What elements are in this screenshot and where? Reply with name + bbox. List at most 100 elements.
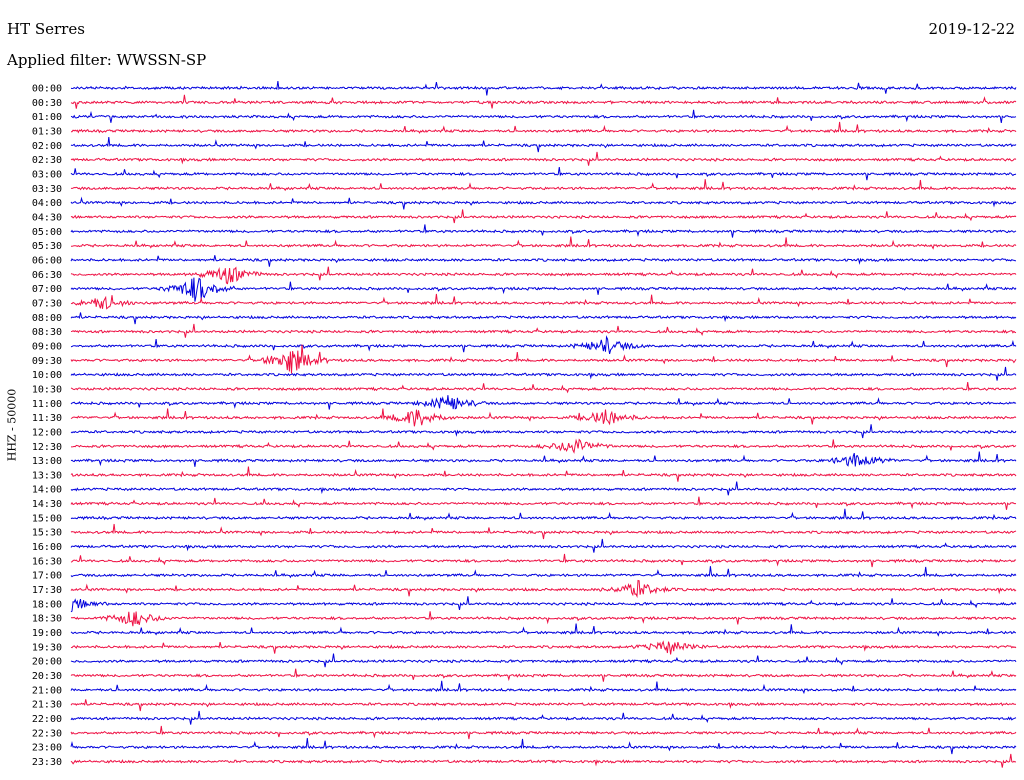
trace-0230: [70, 151, 1017, 166]
row-label-0000: 00:00: [32, 84, 62, 95]
row-label-1300: 13:00: [32, 456, 62, 467]
row-label-2200: 22:00: [32, 714, 62, 725]
row-label-0030: 00:30: [32, 98, 62, 109]
row-label-0600: 06:00: [32, 255, 62, 266]
trace-1800: [70, 596, 1017, 613]
row-label-1730: 17:30: [32, 585, 62, 596]
trace-0300: [70, 167, 1017, 181]
row-label-1000: 10:00: [32, 370, 62, 381]
row-label-1830: 18:30: [32, 614, 62, 625]
trace-1230: [71, 438, 1017, 454]
trace-2330: [70, 753, 1017, 768]
row-label-0400: 04:00: [32, 198, 62, 209]
trace-1330: [70, 466, 1017, 482]
trace-1500: [70, 508, 1017, 521]
trace-0830: [70, 323, 1017, 338]
trace-0330: [70, 179, 1017, 192]
row-label-0630: 06:30: [32, 270, 62, 281]
trace-0430: [70, 209, 1017, 224]
row-label-1930: 19:30: [32, 642, 62, 653]
trace-1530: [70, 523, 1017, 540]
row-label-0330: 03:30: [32, 184, 62, 195]
trace-0030: [70, 94, 1017, 109]
trace-0530: [71, 236, 1017, 250]
row-label-2230: 22:30: [32, 728, 62, 739]
row-label-0500: 05:00: [32, 227, 62, 238]
trace-0800: [70, 312, 1017, 325]
trace-0500: [70, 224, 1017, 238]
trace-1630: [70, 553, 1017, 568]
row-label-1500: 15:00: [32, 513, 62, 524]
row-label-0730: 07:30: [32, 298, 62, 309]
row-label-0230: 02:30: [32, 155, 62, 166]
trace-0100: [70, 109, 1017, 123]
row-label-2100: 21:00: [32, 685, 62, 696]
trace-0900: [70, 335, 1017, 355]
trace-1200: [70, 424, 1017, 439]
row-label-1530: 15:30: [32, 528, 62, 539]
row-label-1900: 19:00: [32, 628, 62, 639]
row-label-0200: 02:00: [32, 141, 62, 152]
trace-0700: [70, 277, 1017, 302]
row-label-1400: 14:00: [32, 485, 62, 496]
row-label-0930: 09:30: [32, 356, 62, 367]
trace-1930: [70, 640, 1017, 655]
trace-2300: [70, 738, 1017, 755]
row-label-1230: 12:30: [32, 442, 62, 453]
trace-0930: [70, 344, 1017, 374]
trace-2200: [70, 710, 1017, 725]
trace-0730: [70, 293, 1017, 310]
row-label-1100: 11:00: [32, 399, 62, 410]
row-label-0830: 08:30: [32, 327, 62, 338]
trace-0630: [70, 266, 1017, 285]
row-label-1030: 10:30: [32, 384, 62, 395]
trace-1900: [70, 623, 1017, 637]
row-label-1130: 11:30: [32, 413, 62, 424]
row-label-2030: 20:30: [32, 671, 62, 682]
trace-1030: [70, 382, 1017, 394]
row-label-1330: 13:30: [32, 470, 62, 481]
trace-0130: [71, 121, 1017, 134]
trace-1830: [70, 611, 1017, 627]
row-label-0700: 07:00: [32, 284, 62, 295]
trace-1000: [70, 366, 1017, 381]
row-label-2300: 23:00: [32, 743, 62, 754]
row-label-1800: 18:00: [32, 599, 62, 610]
trace-1600: [70, 538, 1017, 553]
trace-2130: [70, 699, 1017, 712]
trace-1700: [70, 566, 1017, 579]
trace-1300: [70, 451, 1017, 467]
trace-1430: [70, 496, 1017, 510]
trace-2000: [70, 653, 1017, 668]
trace-1730: [70, 579, 1017, 599]
row-label-1200: 12:00: [32, 427, 62, 438]
row-label-0430: 04:30: [32, 212, 62, 223]
trace-1130: [70, 408, 1017, 427]
row-label-0100: 01:00: [32, 112, 62, 123]
row-label-0300: 03:00: [32, 169, 62, 180]
row-label-2130: 21:30: [32, 700, 62, 711]
row-label-0800: 08:00: [32, 313, 62, 324]
trace-1400: [70, 481, 1017, 496]
row-label-1430: 14:30: [32, 499, 62, 510]
trace-2230: [70, 725, 1017, 740]
trace-2030: [70, 668, 1017, 682]
row-label-0900: 09:00: [32, 341, 62, 352]
trace-0000: [70, 81, 1017, 96]
trace-0400: [70, 196, 1017, 210]
row-label-1600: 16:00: [32, 542, 62, 553]
row-label-2000: 20:00: [32, 657, 62, 668]
trace-1100: [70, 395, 1017, 410]
filter-label: Applied filter: WWSSN-SP: [7, 51, 207, 69]
row-label-2330: 23:30: [32, 757, 62, 768]
row-label-1700: 17:00: [32, 571, 62, 582]
trace-2100: [70, 680, 1017, 695]
record-date: 2019-12-22: [928, 20, 1015, 38]
row-label-0130: 01:30: [32, 126, 62, 137]
row-label-1630: 16:30: [32, 556, 62, 567]
row-label-0530: 05:30: [32, 241, 62, 252]
station-name: HT Serres: [7, 20, 85, 38]
trace-0600: [70, 255, 1017, 267]
trace-0200: [70, 136, 1017, 153]
